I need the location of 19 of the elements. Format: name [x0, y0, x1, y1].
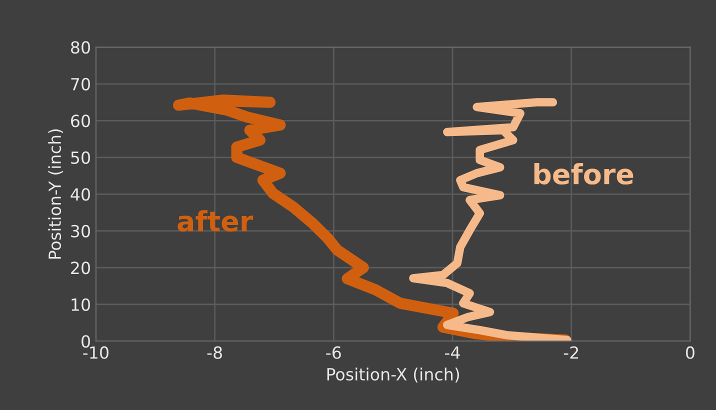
y-tick-label: 30: [71, 224, 90, 238]
series-label: before: [534, 163, 634, 185]
x-tick-label: -8: [207, 346, 222, 359]
x-tick-label: -2: [564, 346, 578, 359]
y-tick-label: 60: [71, 114, 90, 128]
y-tick-label: 20: [71, 262, 90, 274]
x-axis-title: Position-X (inch): [327, 368, 460, 383]
y-tick-label: 70: [71, 78, 90, 90]
y-tick-label: 10: [72, 298, 90, 311]
y-axis-title: Position-Y (inch): [48, 129, 64, 259]
y-tick-label: 50: [71, 151, 90, 164]
y-tick-label: 40: [70, 188, 90, 201]
series-label: after: [178, 210, 254, 232]
x-tick-label: -6: [326, 346, 341, 359]
x-tick-label: -4: [445, 346, 460, 359]
x-tick-label: 0: [686, 346, 694, 359]
x-tick-label: -10: [83, 346, 108, 359]
y-tick-label: 0: [82, 335, 90, 348]
y-tick-label: 80: [71, 41, 90, 54]
